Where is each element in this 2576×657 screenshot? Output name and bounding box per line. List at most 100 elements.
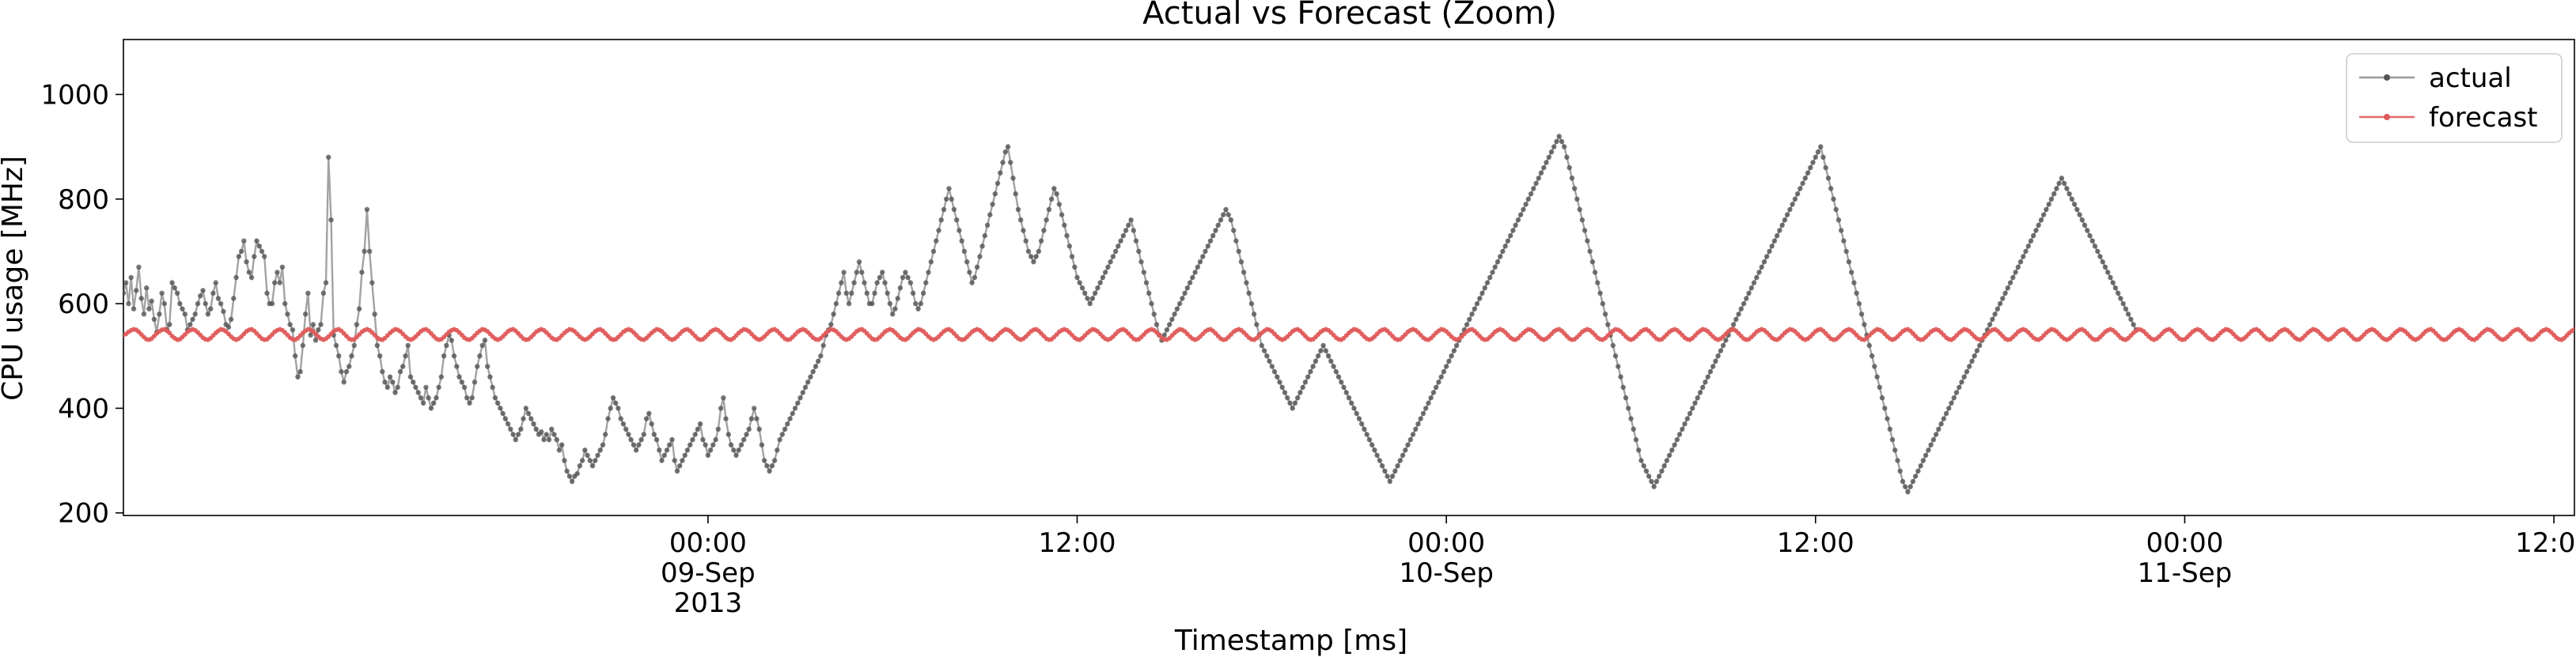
data-point-actual <box>451 353 457 359</box>
data-point-actual <box>1715 353 1721 359</box>
data-point-actual <box>1751 280 1757 285</box>
data-point-actual <box>1335 374 1342 379</box>
data-point-actual <box>1200 254 1206 259</box>
data-point-actual <box>1372 447 1377 453</box>
data-point-actual <box>2112 285 2119 291</box>
data-point-actual <box>1379 463 1385 469</box>
data-point-actual <box>1936 426 1941 432</box>
data-point-actual <box>1510 228 1516 233</box>
data-point-actual <box>2097 254 2103 259</box>
legend-box <box>2346 53 2563 143</box>
data-point-actual <box>600 442 606 447</box>
data-point-actual <box>521 416 526 421</box>
data-point-actual <box>715 426 721 432</box>
data-point-actual <box>320 290 326 296</box>
data-point-actual <box>979 244 985 249</box>
data-point-actual <box>756 426 762 432</box>
data-point-actual <box>930 248 937 255</box>
data-point-actual <box>1828 186 1834 191</box>
data-point-actual <box>649 421 654 427</box>
data-point-actual <box>1649 478 1654 485</box>
data-point-actual <box>1426 400 1431 406</box>
data-point-actual <box>1754 274 1760 281</box>
data-point-actual <box>1823 164 1828 171</box>
data-point-actual <box>1167 322 1172 327</box>
data-point-actual <box>2046 202 2051 207</box>
data-point-actual <box>354 322 360 327</box>
data-point-actual <box>1192 270 1198 275</box>
data-point-actual <box>1990 316 1995 323</box>
data-point-actual <box>387 374 393 379</box>
data-point-actual <box>2010 274 2016 281</box>
data-point-actual <box>564 468 570 474</box>
data-point-actual <box>1656 474 1662 479</box>
data-point-actual <box>1759 264 1764 270</box>
data-point-actual <box>1082 290 1088 296</box>
data-point-actual <box>1995 306 2001 312</box>
series-forecast <box>123 327 2574 342</box>
data-point-actual <box>1487 274 1493 281</box>
data-point-actual <box>1620 384 1626 391</box>
data-point-actual <box>326 154 331 160</box>
data-point-actual <box>382 379 388 385</box>
data-point-actual <box>1502 244 1508 249</box>
data-point-actual <box>1238 259 1244 265</box>
y-tick-label: 1000 <box>40 79 109 111</box>
data-point-actual <box>1874 374 1880 379</box>
data-point-actual <box>285 312 290 317</box>
data-point-actual <box>1818 144 1824 149</box>
data-point-actual <box>1033 254 1039 259</box>
data-point-actual <box>1900 478 1906 485</box>
data-point-actual <box>1903 484 1908 489</box>
data-point-actual <box>2087 232 2093 239</box>
data-point-actual <box>1777 228 1782 233</box>
data-point-actual <box>539 429 544 435</box>
legend-label-forecast: forecast <box>2429 102 2538 134</box>
data-point-actual <box>569 478 575 485</box>
data-point-actual <box>795 400 801 406</box>
data-point-actual <box>1926 447 1931 453</box>
data-point-actual <box>282 300 288 307</box>
data-point-actual <box>1592 270 1598 275</box>
data-point-actual <box>669 436 675 443</box>
data-point-actual <box>1800 180 1805 187</box>
legend: actual forecast <box>2346 53 2563 143</box>
data-point-actual <box>333 342 339 349</box>
data-point-actual <box>1638 458 1644 463</box>
data-point-actual <box>1385 474 1390 479</box>
data-point-actual <box>1428 395 1434 401</box>
data-point-actual <box>1423 406 1429 411</box>
data-point-actual <box>1005 144 1011 149</box>
data-point-actual <box>2110 280 2116 285</box>
data-point-actual <box>1858 312 1865 317</box>
data-point-actual <box>1692 400 1698 406</box>
data-point-actual <box>2036 222 2041 228</box>
data-point-actual <box>141 312 147 317</box>
data-point-actual <box>1659 468 1665 474</box>
data-point-actual <box>1228 217 1234 223</box>
data-point-actual <box>1490 270 1495 275</box>
data-point-actual <box>1833 206 1839 213</box>
data-point-actual <box>1554 138 1559 145</box>
data-point-actual <box>225 324 232 330</box>
data-point-actual <box>849 290 854 296</box>
data-point-actual <box>2077 212 2082 217</box>
data-point-actual <box>764 463 770 469</box>
data-point-actual <box>423 384 429 391</box>
data-point-actual <box>1364 432 1369 437</box>
legend-label-actual: actual <box>2429 62 2512 94</box>
data-point-actual <box>938 217 944 223</box>
data-point-actual <box>318 322 324 327</box>
data-point-actual <box>305 290 311 296</box>
data-point-actual <box>657 447 662 453</box>
data-point-actual <box>587 458 593 463</box>
data-point-actual <box>636 442 642 447</box>
plot-frame <box>123 39 2575 516</box>
data-point-actual <box>1572 186 1578 191</box>
data-point-actual <box>1687 410 1693 417</box>
data-point-actual <box>731 447 737 453</box>
data-point-actual <box>1494 259 1501 265</box>
data-point-actual <box>1839 228 1844 233</box>
data-point-actual <box>748 416 755 421</box>
data-point-actual <box>2069 196 2074 202</box>
